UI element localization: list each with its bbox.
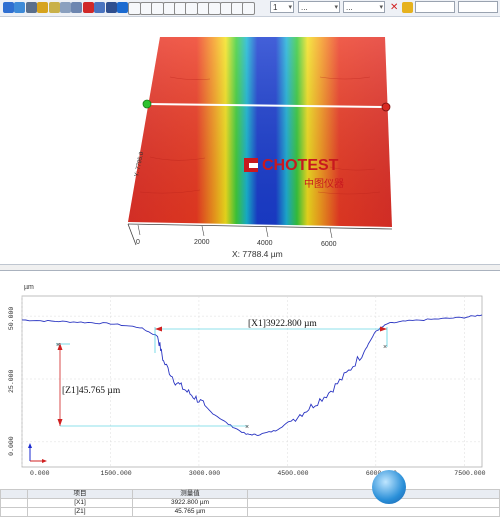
option-select-a[interactable]: ... ▾ <box>298 1 340 13</box>
chevron-down-icon: ▾ <box>379 4 383 11</box>
measurement-table: 项目 测量值 [X1] 3922.800 µm [Z1] 45.765 µm <box>0 489 500 517</box>
toolbar: 1 ▾... ▾... ▾ ✕ <box>0 0 500 17</box>
marker-b[interactable]: × <box>245 424 249 431</box>
grid <box>21 296 482 467</box>
surface-3d-view[interactable]: CHOTEST 中图仪器 0 2000 4000 6000 X: 7788.4 … <box>0 17 500 265</box>
x-tick-2: 4000 <box>257 240 273 247</box>
option-select-b[interactable]: ... ▾ <box>343 1 385 13</box>
cube-icon[interactable] <box>37 2 49 13</box>
select-value: ... <box>346 3 353 12</box>
watermark-logo <box>372 470 406 504</box>
x-tick-label: 7500.000 <box>454 470 485 477</box>
x-tick-label: 3000.000 <box>189 470 220 477</box>
home-icon[interactable] <box>25 2 37 13</box>
select-value: 1 <box>273 3 278 12</box>
cube-top-icon[interactable] <box>71 2 83 13</box>
table-icon[interactable] <box>94 2 106 13</box>
value-input-a[interactable] <box>415 1 455 13</box>
logo-text: CHOTEST <box>262 157 339 174</box>
value-input-b[interactable] <box>458 1 498 13</box>
profile-series-line <box>21 314 483 436</box>
y-readout: Y: 7795.0 <box>134 151 145 178</box>
x1-annotation: [X1]3922.800 µm <box>248 319 317 329</box>
profile-chart[interactable]: µm 50.000 25.000 0.000 0.000 1500.000 3000.0… <box>0 271 500 489</box>
y-unit-label: µm <box>24 284 34 291</box>
chevron-down-icon: ▾ <box>334 4 338 11</box>
table-cell: [Z1] <box>27 507 133 517</box>
grid-icon[interactable] <box>3 2 14 13</box>
profile-line[interactable] <box>146 103 387 108</box>
x-tick-label: 4500.000 <box>277 470 308 477</box>
table-header-item: 项目 <box>27 489 133 499</box>
axis-icon[interactable] <box>117 2 128 13</box>
cube-front-icon[interactable] <box>48 2 60 13</box>
brush-tool-icon[interactable] <box>402 2 413 13</box>
x-tick-label: 0.000 <box>30 470 50 477</box>
table-header-value: 测量值 <box>132 489 248 499</box>
x-tick-1: 2000 <box>194 239 210 246</box>
x-tick-0: 0 <box>136 239 140 246</box>
y-tick-label: 50.000 <box>8 307 15 331</box>
x-readout: X: 7788.4 µm <box>232 249 283 259</box>
select-value: ... <box>301 3 308 12</box>
close-icon[interactable]: ✕ <box>390 2 399 13</box>
table-cell: 3922.800 µm <box>132 498 248 508</box>
x-ticks: 0.0001500.0003000.0004500.0006000.000750… <box>30 470 486 477</box>
pan-icon[interactable] <box>105 2 117 13</box>
page-select[interactable]: 1 ▾ <box>270 1 294 13</box>
table-row[interactable]: [Z1] 45.765 µm <box>0 507 500 517</box>
table-row[interactable]: [X1] 3922.800 µm <box>0 498 500 508</box>
chevron-down-icon: ▾ <box>288 4 292 11</box>
surface-3d-render[interactable]: CHOTEST 中图仪器 0 2000 4000 6000 X: 7788.4 … <box>0 17 500 264</box>
color-map-icon[interactable] <box>82 2 94 13</box>
chotest-logo: CHOTEST 中图仪器 <box>244 157 344 190</box>
z1-annotation: [Z1]45.765 µm <box>62 386 121 396</box>
x-tick-label: 1500.000 <box>100 470 131 477</box>
profile-end-handle[interactable] <box>381 102 391 112</box>
marker-a[interactable]: × <box>56 342 60 349</box>
grid-alt-icon[interactable] <box>14 2 26 13</box>
y-ticks: 50.000 25.000 0.000 <box>8 307 15 456</box>
y-tick-label: 25.000 <box>8 369 15 393</box>
profile-start-handle[interactable] <box>142 99 152 109</box>
x-axis-line <box>127 223 393 230</box>
table-cell: [X1] <box>27 498 133 508</box>
profile-panel: µm 50.000 25.000 0.000 0.000 1500.000 3000.0… <box>0 270 500 517</box>
x-tick-3: 6000 <box>321 241 337 248</box>
fit-icon[interactable] <box>242 2 256 15</box>
cube-side-icon[interactable] <box>60 2 71 13</box>
logo-subtext: 中图仪器 <box>304 177 344 190</box>
marker-c[interactable]: × <box>383 344 387 351</box>
y-tick-label: 0.000 <box>8 436 15 456</box>
table-cell: 45.765 µm <box>132 507 248 517</box>
